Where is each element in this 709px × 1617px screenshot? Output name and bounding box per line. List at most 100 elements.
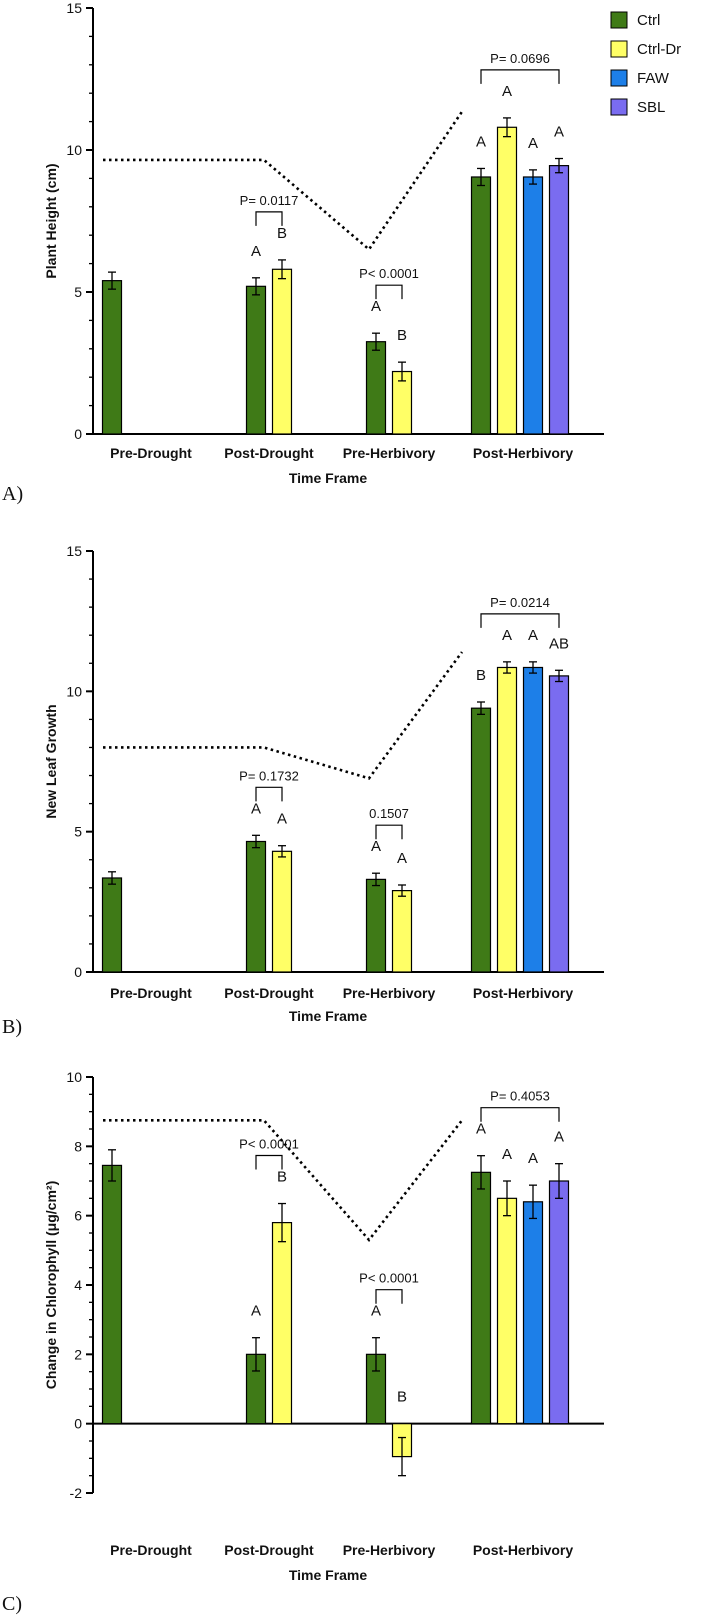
bar-ctrl-post-herbivory xyxy=(470,1171,492,1425)
bar-faw-post-herbivory xyxy=(522,1201,544,1425)
significance-letter: A xyxy=(371,1303,381,1320)
bar-ctrl-pre-drought xyxy=(101,1164,123,1425)
y-axis-title: Change in Chlorophyll (μg/cm²) xyxy=(43,1181,59,1389)
significance-bracket xyxy=(480,613,560,628)
chart-panels: 0 5 10 15 Pre-Drought Post-Drought Pre-Herbivo… xyxy=(2,0,604,1615)
significance-letter: A xyxy=(476,1121,486,1138)
bar-ctrl-dr-pre-herbivory xyxy=(391,890,413,973)
bar-ctrl-dr-post-herbivory xyxy=(496,1197,518,1425)
y-tick-label: 5 xyxy=(74,284,82,300)
significance-letter: A xyxy=(371,298,381,315)
y-axis-title: Plant Height (cm) xyxy=(43,163,59,278)
x-tick-label-pre-drought: Pre-Drought xyxy=(110,985,192,1001)
bar-faw-post-herbivory xyxy=(522,666,544,973)
legend-label-ctrl: Ctrl xyxy=(637,12,660,29)
significance-bracket xyxy=(255,786,283,802)
y-tick-label: 5 xyxy=(74,824,82,840)
bar-ctrl-pre-herbivory xyxy=(365,878,387,973)
x-tick-label-post-drought: Post-Drought xyxy=(224,445,314,461)
p-value-label: P= 0.0696 xyxy=(490,51,550,66)
bar-sbl-post-herbivory xyxy=(548,165,570,435)
y-tick-label: 6 xyxy=(74,1208,82,1224)
significance-bracket xyxy=(480,69,560,84)
p-value-label: P< 0.0001 xyxy=(359,266,419,281)
y-tick-label: 0 xyxy=(74,426,82,442)
legend-swatch-ctrl-dr xyxy=(610,40,628,58)
significance-letter: A xyxy=(277,811,287,828)
significance-letter: A xyxy=(476,133,486,150)
bar-sbl-post-herbivory xyxy=(548,1180,570,1425)
x-tick-label-pre-herbivory: Pre-Herbivory xyxy=(343,445,436,461)
x-tick-label-post-drought: Post-Drought xyxy=(224,1542,314,1558)
legend-label-sbl: SBL xyxy=(637,99,665,116)
chart-panel-1: 0 5 10 15 Pre-Drought Post-Drought Pre-Herbivo… xyxy=(2,0,604,505)
significance-letter: A xyxy=(554,124,564,141)
chart-panel-3: -2 0 2 4 6 8 10 Pre-Drought Post-Drought Pre-Herb… xyxy=(2,1069,604,1615)
p-value-label: P< 0.0001 xyxy=(359,1271,419,1286)
significance-bracket xyxy=(255,1154,283,1170)
bar-ctrl-post-herbivory xyxy=(470,707,492,973)
y-tick-label: 8 xyxy=(74,1138,82,1154)
significance-letter: A xyxy=(251,800,261,817)
significance-letter: A xyxy=(528,627,538,644)
x-axis-title: Time Frame xyxy=(289,1567,368,1583)
significance-bracket xyxy=(480,1107,560,1122)
bar-sbl-post-herbivory xyxy=(548,675,570,973)
y-tick-label: 2 xyxy=(74,1346,82,1362)
trend-line xyxy=(103,110,464,252)
significance-letter: A xyxy=(502,83,512,100)
x-tick-label-post-drought: Post-Drought xyxy=(224,985,314,1001)
x-tick-label-post-herbivory: Post-Herbivory xyxy=(473,445,574,461)
significance-bracket xyxy=(255,211,283,226)
bar-ctrl-dr-post-drought xyxy=(271,1221,293,1425)
y-tick-label: 10 xyxy=(66,683,82,699)
bar-ctrl-pre-herbivory xyxy=(365,341,387,435)
significance-letter: AB xyxy=(549,635,569,652)
significance-letter: B xyxy=(397,1389,407,1406)
x-tick-label-post-herbivory: Post-Herbivory xyxy=(473,1542,574,1558)
legend-label-ctrl-dr: Ctrl-Dr xyxy=(637,41,681,58)
significance-letter: B xyxy=(397,327,407,344)
bar-ctrl-pre-drought xyxy=(101,280,123,435)
y-tick-label: 10 xyxy=(66,1069,82,1085)
trend-line xyxy=(103,1119,464,1242)
x-tick-label-pre-drought: Pre-Drought xyxy=(110,1542,192,1558)
p-value-label: P= 0.0117 xyxy=(240,193,299,208)
bar-ctrl-post-drought xyxy=(245,285,267,435)
y-tick-label: 15 xyxy=(66,0,82,16)
legend-swatch-ctrl xyxy=(610,11,628,29)
y-tick-label: 0 xyxy=(74,1416,82,1432)
p-value-label: 0.1507 xyxy=(369,806,409,821)
legend-swatch-sbl xyxy=(610,98,628,116)
bar-ctrl-dr-post-herbivory xyxy=(496,666,518,973)
x-tick-label-post-herbivory: Post-Herbivory xyxy=(473,985,574,1001)
bar-ctrl-pre-drought xyxy=(101,877,123,973)
bar-ctrl-dr-post-drought xyxy=(271,850,293,973)
bar-ctrl-dr-post-herbivory xyxy=(496,126,518,435)
x-tick-label-pre-herbivory: Pre-Herbivory xyxy=(343,985,436,1001)
x-axis-title: Time Frame xyxy=(289,1008,368,1024)
significance-letter: A xyxy=(554,1129,564,1146)
bar-faw-post-herbivory xyxy=(522,176,544,435)
y-tick-label: 4 xyxy=(74,1277,82,1293)
chart-panel-2: 0 5 10 15 Pre-Drought Post-Drought Pre-Herbivo… xyxy=(2,543,604,1038)
panel-label: B) xyxy=(2,1016,22,1038)
panel-label: C) xyxy=(2,1593,22,1615)
y-tick-label: 10 xyxy=(66,142,82,158)
y-tick-label: 15 xyxy=(66,543,82,559)
y-tick-label: -2 xyxy=(70,1485,83,1501)
significance-letter: A xyxy=(502,1146,512,1163)
x-tick-label-pre-herbivory: Pre-Herbivory xyxy=(343,1542,436,1558)
significance-letter: A xyxy=(251,1303,261,1320)
panel-label: A) xyxy=(2,483,23,505)
significance-letter: B xyxy=(476,667,486,684)
bar-ctrl-dr-post-drought xyxy=(271,268,293,435)
p-value-label: P< 0.0001 xyxy=(239,1137,299,1152)
significance-letter: B xyxy=(277,225,287,242)
trend-line xyxy=(103,651,464,780)
p-value-label: P= 0.4053 xyxy=(490,1089,550,1104)
bar-ctrl-post-drought xyxy=(245,840,267,973)
y-axis-title: New Leaf Growth xyxy=(43,704,59,818)
y-tick-label: 0 xyxy=(74,964,82,980)
